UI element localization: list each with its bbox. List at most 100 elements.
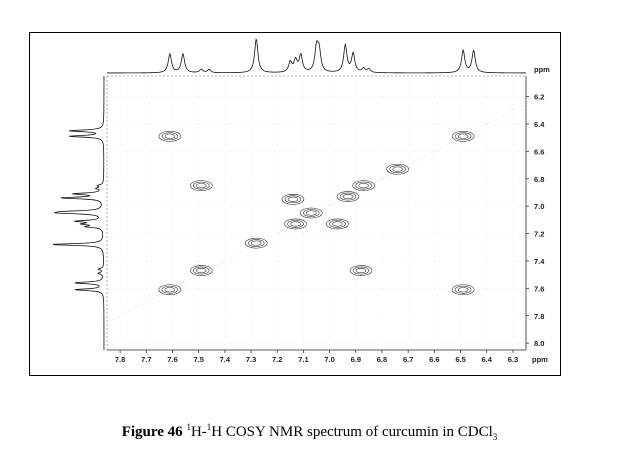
x-tick-label: 7.7 xyxy=(141,355,151,364)
y-tick-label: 6.8 xyxy=(534,175,544,184)
cross-peak-contour xyxy=(451,284,475,295)
caption-text: H COSY NMR spectrum of curcumin in CDCl xyxy=(211,424,493,440)
cross-peak-contour xyxy=(196,183,207,189)
spectrum-frame: 7.8 7.7 7.6 7.5 7.4 7.3 7.2 7.1 7.0 6.9 6.8 6.7 6.6 6… xyxy=(29,32,561,376)
x-tick-label: 7.8 xyxy=(115,355,125,364)
figure-caption: Figure 46 1H-1H COSY NMR spectrum of cur… xyxy=(0,422,619,442)
x-tick-label: 6.7 xyxy=(403,355,413,364)
cross-peak-contour xyxy=(189,265,213,276)
cross-peak-contour xyxy=(284,218,307,230)
x-tick-label: 7.4 xyxy=(220,355,231,364)
cross-peak xyxy=(386,163,409,175)
cross-peak xyxy=(451,131,475,142)
cosy-chart: 7.8 7.7 7.6 7.5 7.4 7.3 7.2 7.1 7.0 6.9 6.8 6.7 6.6 6… xyxy=(53,38,550,364)
cross-peak-contour xyxy=(349,265,373,276)
cross-peak-contour xyxy=(352,266,370,275)
cross-peak-contour xyxy=(281,194,305,205)
cross-peak-contour xyxy=(164,133,176,139)
figure-label: Figure 46 xyxy=(121,424,183,440)
cross-peak-contour xyxy=(454,285,472,294)
x-tick-label: 6.8 xyxy=(377,355,387,364)
cross-peak-contour xyxy=(355,181,372,190)
cross-peak xyxy=(336,191,360,202)
cross-peak-contour xyxy=(251,240,262,246)
cross-peak-contour xyxy=(392,166,403,172)
y-tick-label: 6.4 xyxy=(534,120,545,129)
projection-top xyxy=(107,38,526,74)
cross-peak-contour xyxy=(287,196,299,202)
cross-peak-contour xyxy=(355,268,367,274)
cross-peak-contour xyxy=(158,284,182,295)
x-tick-label: 6.9 xyxy=(351,355,361,364)
caption-sup-1: 1 xyxy=(186,422,191,432)
cross-peak-contour xyxy=(457,287,469,293)
cross-peak-contour xyxy=(196,268,207,274)
y-unit-label: ppm xyxy=(534,65,550,74)
cross-peak-contour xyxy=(189,180,213,191)
cross-peak xyxy=(349,265,373,276)
cross-peak-contour xyxy=(248,239,265,248)
x-tick-label: 6.3 xyxy=(508,355,518,364)
cross-peak-contour xyxy=(284,195,302,204)
x-tick-label: 7.2 xyxy=(272,355,282,364)
cross-peak-contour xyxy=(358,183,369,189)
y-tick-label: 7.8 xyxy=(534,312,544,321)
x-tick-label: 7.0 xyxy=(324,355,334,364)
projection-left xyxy=(53,76,105,350)
y-tick-label: 7.0 xyxy=(534,202,544,211)
cross-peak xyxy=(326,218,349,230)
y-tick-label: 8.0 xyxy=(534,339,544,348)
cross-peak-contour xyxy=(386,163,409,175)
cross-peak-contour xyxy=(299,207,323,219)
cross-peak-contour xyxy=(303,209,320,217)
cross-peak-contour xyxy=(329,220,346,228)
cross-peak-contour xyxy=(326,218,349,230)
cross-peak-contour xyxy=(193,181,210,190)
cross-peak-contour xyxy=(193,266,210,275)
y-tick-label: 7.4 xyxy=(534,257,545,266)
cross-peak xyxy=(244,237,268,249)
cross-peak-contour xyxy=(244,237,268,249)
caption-sup-2: 1 xyxy=(206,422,212,432)
cross-peak-contour xyxy=(306,210,317,216)
cross-peak xyxy=(281,194,305,205)
x-tick-label: 6.4 xyxy=(482,355,493,364)
x-unit-label: ppm xyxy=(532,355,548,364)
cross-peak xyxy=(189,180,213,191)
cross-peak-contour xyxy=(158,131,182,142)
x-tick-label: 6.5 xyxy=(455,355,465,364)
cross-peak-contour xyxy=(339,192,357,201)
cross-peak xyxy=(352,180,375,191)
cross-peak-contour xyxy=(342,194,354,200)
x-tick-label: 7.5 xyxy=(193,355,203,364)
cross-peak-contour xyxy=(161,285,179,294)
x-tick-label: 6.6 xyxy=(429,355,439,364)
cross-peak-contour xyxy=(352,180,375,191)
cross-peak xyxy=(299,207,323,219)
cross-peak-contour xyxy=(290,221,301,227)
cross-peak-contour xyxy=(451,131,475,142)
caption-sub: 3 xyxy=(492,432,498,442)
cross-peak-contour xyxy=(164,287,176,293)
cross-peak-contour xyxy=(287,220,304,228)
x-tick-label: 7.6 xyxy=(167,355,177,364)
y-tick-label: 7.2 xyxy=(534,230,544,239)
cross-peak xyxy=(189,265,213,276)
cross-peak-contour xyxy=(457,133,469,139)
cross-peak-contour xyxy=(332,221,343,227)
x-tick-label: 7.3 xyxy=(246,355,256,364)
diagonal-line xyxy=(106,103,527,323)
cross-peak-contour xyxy=(389,165,406,174)
cross-peak xyxy=(158,131,182,142)
cross-peak-contour xyxy=(336,191,360,202)
caption-h1: H- xyxy=(190,424,207,440)
cross-peak xyxy=(451,284,475,295)
cross-peak-contour xyxy=(454,132,472,141)
y-tick-label: 6.6 xyxy=(534,147,544,156)
y-tick-label: 7.6 xyxy=(534,284,544,293)
cross-peak-contour xyxy=(161,132,179,141)
cross-peak xyxy=(284,218,307,230)
cross-peak xyxy=(158,284,182,295)
y-tick-label: 6.2 xyxy=(534,93,544,102)
x-tick-label: 7.1 xyxy=(298,355,308,364)
